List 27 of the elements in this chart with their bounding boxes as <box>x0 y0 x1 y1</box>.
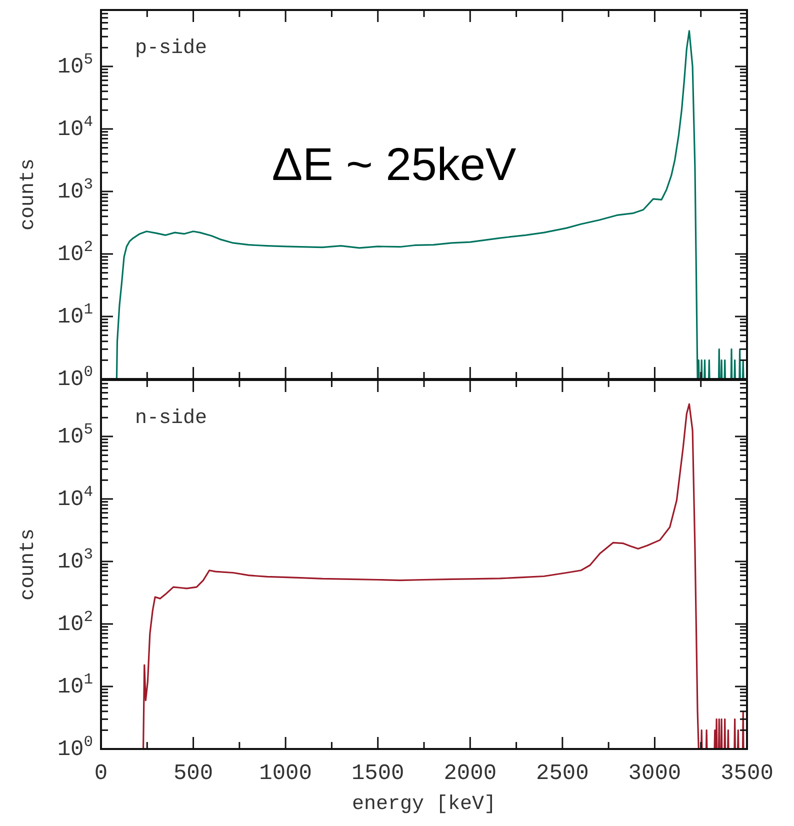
x-tick-label: 1000 <box>259 761 312 786</box>
y-tick-label: 10$^{1}$ <box>57 300 93 330</box>
y-axis-title: counts <box>17 158 40 231</box>
x-tick-label: 2000 <box>444 761 497 786</box>
annotation: p-side <box>135 37 208 60</box>
y-tick-label: 10$^{3}$ <box>57 545 93 574</box>
x-tick-label: 500 <box>173 761 214 786</box>
y-tick-label: 10$^{5}$ <box>57 50 93 80</box>
y-tick-label: 10$^{0}$ <box>57 733 93 762</box>
y-axis-title: counts <box>17 528 40 601</box>
x-tick-label: 3000 <box>628 761 682 786</box>
y-tick-label: 10$^{2}$ <box>57 608 93 637</box>
x-axis-title: energy [keV] <box>352 793 496 816</box>
y-tick-label: 10$^{5}$ <box>57 420 93 450</box>
annotation: ΔE ~ 25keV <box>272 138 516 190</box>
y-tick-label: 10$^{1}$ <box>57 670 93 700</box>
x-tick-label: 0 <box>94 761 108 786</box>
x-tick-label: 1500 <box>351 761 404 786</box>
y-tick-label: 10$^{0}$ <box>57 363 93 392</box>
y-tick-label: 10$^{3}$ <box>57 175 93 204</box>
y-tick-label: 10$^{4}$ <box>57 482 93 512</box>
y-tick-label: 10$^{2}$ <box>57 238 93 267</box>
x-tick-label: 3500 <box>720 761 774 786</box>
annotation: n-side <box>135 407 208 430</box>
line-series <box>116 30 747 379</box>
y-tick-label: 10$^{4}$ <box>57 112 93 142</box>
x-tick-label: 2500 <box>536 761 589 786</box>
